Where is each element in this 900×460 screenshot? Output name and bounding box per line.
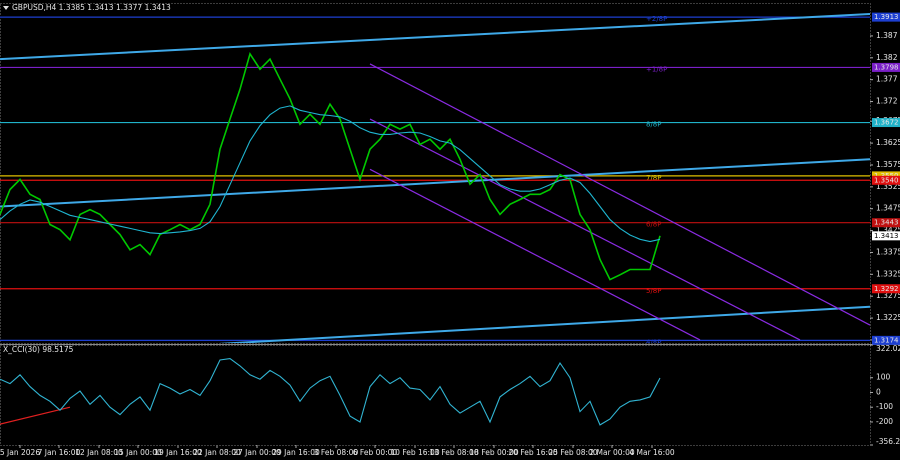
level-price-label: 1.3798 [874, 63, 899, 71]
y-tick-label: 1.3425 [876, 226, 900, 235]
symbol-icon [3, 6, 9, 10]
y-tick-label: -100 [876, 402, 893, 411]
plot-area [0, 358, 661, 426]
x-tick-label: 25 Feb 08:00 [548, 448, 597, 457]
trend-line [0, 158, 870, 208]
trend-line [369, 63, 870, 326]
level-price-label: 1.3292 [874, 285, 899, 293]
x-tick-label: 22 Jan 08:00 [193, 448, 241, 457]
y-tick-label: 100 [876, 373, 891, 382]
panel-title: GBPUSD,H4 1.3385 1.3413 1.3377 1.3413 [12, 3, 171, 12]
level-price-label: 1.3174 [874, 336, 899, 344]
y-tick-label: 1.3325 [876, 269, 900, 278]
x-tick-label: 20 Feb 16:00 [508, 448, 557, 457]
level-price-box [872, 62, 900, 72]
series-line [0, 358, 661, 426]
y-tick-label: 322.0224 [876, 344, 900, 353]
level-price-label: 1.3672 [874, 119, 899, 127]
indicator-frame [0, 345, 871, 446]
plot-area: +2/8P +1/8P 8/8P 7/8P 6/8P 5/8P 4/8P [0, 13, 870, 346]
x-tick-label: 4 Mar 16:00 [629, 448, 675, 457]
level-price-box [872, 335, 900, 345]
trend-line [219, 305, 870, 343]
x-tick-label: 5 Jan 2026 [0, 448, 40, 457]
level-price-box [872, 175, 900, 185]
x-tick-label: 15 Jan 00:00 [114, 448, 162, 457]
x-tick-label: 29 Jan 16:00 [272, 448, 320, 457]
y-tick-label: 0 [876, 387, 881, 396]
level-price-box [872, 284, 900, 294]
level-tag: 8/8P [646, 121, 662, 129]
y-tick-label: 1.3375 [876, 247, 900, 256]
x-tick-label: 2 Mar 00:00 [589, 448, 635, 457]
x-tick-label: 13 Feb 08:00 [429, 448, 478, 457]
y-tick-label: -356.214 [876, 437, 900, 446]
x-tick-label: 6 Feb 00:00 [353, 448, 398, 457]
x-tick-label: 27 Jan 00:00 [233, 448, 281, 457]
level-tag: 4/8P [646, 338, 662, 346]
trend-line [369, 168, 701, 341]
level-price-box [872, 12, 900, 22]
price-frame [0, 3, 871, 344]
current-price-box [872, 231, 900, 241]
y-tick-label: 1.372 [876, 97, 898, 106]
x-tick-label: 7 Jan 16:00 [38, 448, 81, 457]
trend-line [0, 406, 71, 425]
level-tag: +2/8P [646, 15, 667, 23]
level-price-label: 1.3913 [874, 13, 899, 21]
x-tick-label: 19 Jan 16:00 [154, 448, 202, 457]
y-tick-label: 1.3625 [876, 138, 900, 147]
x-tick-label: 3 Feb 08:00 [314, 448, 359, 457]
y-tick-label: 1.377 [876, 75, 898, 84]
x-tick-label: 12 Jan 08:00 [75, 448, 123, 457]
y-tick-label: 1.387 [876, 31, 898, 40]
y-tick-label: 1.3525 [876, 182, 900, 191]
series-line [0, 105, 661, 243]
level-price-box [872, 218, 900, 228]
panel-title: X_CCI(30) 98.5175 [3, 345, 74, 354]
level-tag: +1/8P [646, 65, 667, 73]
level-price-label: 1.3540 [874, 176, 899, 184]
y-tick-label: 1.3575 [876, 160, 900, 169]
y-tick-label: 1.382 [876, 53, 898, 62]
level-price-label: 1.3443 [874, 219, 899, 227]
x-tick-label: 18 Feb 00:00 [469, 448, 518, 457]
x-tick-label: 10 Feb 16:00 [390, 448, 439, 457]
trend-line [369, 118, 801, 341]
trend-line [0, 13, 870, 61]
current-price-label: 1.3413 [874, 232, 899, 240]
y-tick-label: 1.3475 [876, 204, 900, 213]
y-tick-label: -200 [876, 417, 893, 426]
y-tick-label: 1.3225 [876, 313, 900, 322]
level-tag: 7/8P [646, 174, 662, 182]
level-price-box [872, 118, 900, 128]
y-tick-label: 1.3275 [876, 291, 900, 300]
level-tag: 5/8P [646, 287, 662, 295]
level-tag: 6/8P [646, 221, 662, 229]
